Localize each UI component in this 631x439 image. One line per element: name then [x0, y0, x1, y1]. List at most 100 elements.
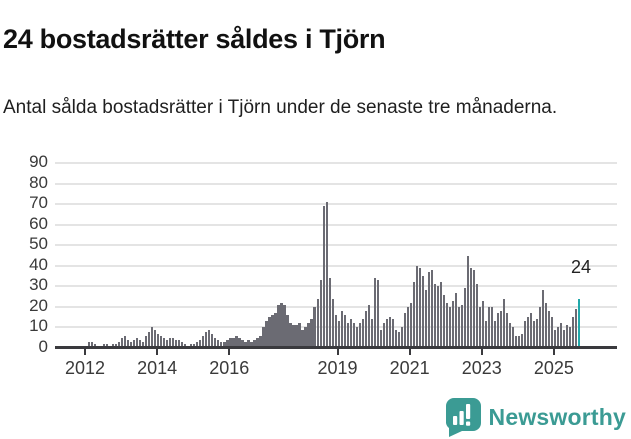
bar: [130, 341, 133, 348]
bar: [427, 271, 430, 348]
bar: [337, 321, 340, 348]
bar: [346, 323, 349, 348]
bar: [367, 304, 370, 348]
bar: [566, 325, 569, 348]
y-tick-label: 0: [38, 337, 48, 356]
bar: [397, 331, 400, 348]
bar: [166, 339, 169, 348]
y-tick-label: 90: [29, 152, 48, 171]
y-gridline: [55, 203, 617, 206]
bar: [550, 317, 554, 348]
bar: [406, 306, 409, 348]
bar: [223, 341, 226, 348]
plot-area: 0 10 20 30 40 50 60 70 80 90 2012 2014 2016 2019 2021 2…: [0, 152, 631, 385]
bar: [211, 333, 214, 348]
bar: [499, 311, 503, 348]
y-tick-label: 30: [29, 275, 48, 295]
bar: [202, 335, 205, 348]
bar: [391, 319, 394, 348]
bar: [547, 311, 551, 348]
bar: [217, 339, 220, 348]
bar: [454, 292, 457, 348]
bar: [451, 300, 454, 348]
bar: [151, 327, 154, 348]
bar: [181, 341, 184, 348]
bar: [244, 341, 247, 348]
bar: [208, 329, 211, 348]
bar: [508, 323, 512, 348]
bar: [460, 304, 463, 348]
bar: [118, 341, 121, 348]
newsworthy-logo: Newsworthy: [445, 397, 626, 437]
bar: [193, 343, 196, 348]
bar: [265, 321, 268, 348]
bar: [142, 341, 145, 348]
y-gridline: [55, 305, 617, 308]
bar: [283, 304, 286, 348]
bar: [349, 319, 352, 348]
bar: [364, 311, 367, 348]
bar: [490, 306, 494, 348]
bar: [376, 280, 379, 348]
bar: [433, 284, 436, 348]
x-tick-label: 2021: [389, 358, 430, 378]
bar: [532, 321, 536, 348]
bar: [511, 327, 515, 348]
bar: [280, 302, 283, 348]
bar: [569, 327, 572, 348]
bar: [394, 329, 397, 348]
bar: [373, 278, 376, 348]
bar: [292, 325, 295, 348]
bar: [415, 265, 418, 348]
bar: [262, 327, 265, 348]
bar: [175, 339, 178, 348]
bar: [274, 313, 277, 348]
bar: [445, 302, 448, 348]
x-tick: [408, 348, 411, 355]
bar: [88, 341, 91, 348]
bar-chart: 0 10 20 30 40 50 60 70 80 90 2012 2014 2016 2019 2021 2…: [0, 152, 631, 385]
x-tick-label: 2014: [137, 358, 178, 378]
bar: [526, 317, 530, 348]
bar: [496, 313, 500, 348]
bar: [385, 319, 388, 348]
bar: [517, 335, 521, 348]
bar: [403, 313, 406, 348]
bar: [112, 343, 115, 348]
bar: [400, 327, 403, 348]
bar: [421, 276, 424, 348]
x-tick-label: 2016: [209, 358, 250, 378]
bar: [325, 202, 328, 348]
bar: [196, 341, 199, 348]
y-gridline: [55, 285, 617, 288]
bar: [103, 343, 106, 348]
bar: [475, 284, 478, 348]
bar: [472, 269, 475, 348]
bar: [469, 267, 472, 348]
bar: [313, 306, 316, 348]
y-tick-label: 40: [29, 254, 48, 274]
bar: [178, 339, 181, 348]
bar: [91, 341, 94, 348]
bar: [538, 306, 542, 348]
y-tick-label: 60: [29, 213, 48, 233]
bar: [316, 298, 319, 348]
bar: [575, 308, 578, 348]
bar: [535, 319, 539, 348]
bar: [370, 319, 373, 348]
bar: [520, 333, 524, 348]
bar: [310, 319, 313, 348]
y-tick-label: 10: [29, 316, 48, 336]
bar: [145, 335, 148, 348]
bar: [439, 282, 442, 348]
bar: [169, 337, 172, 348]
x-tick: [336, 348, 339, 355]
bar: [184, 343, 187, 348]
x-tick-label: 2012: [64, 358, 106, 378]
bar: [235, 335, 238, 348]
chart-subtitle: Antal sålda bostadsrätter i Tjörn under …: [3, 97, 558, 118]
bar: [572, 317, 575, 348]
bar: [340, 311, 343, 348]
bar: [253, 339, 256, 348]
last-value-label: 24: [570, 257, 592, 277]
